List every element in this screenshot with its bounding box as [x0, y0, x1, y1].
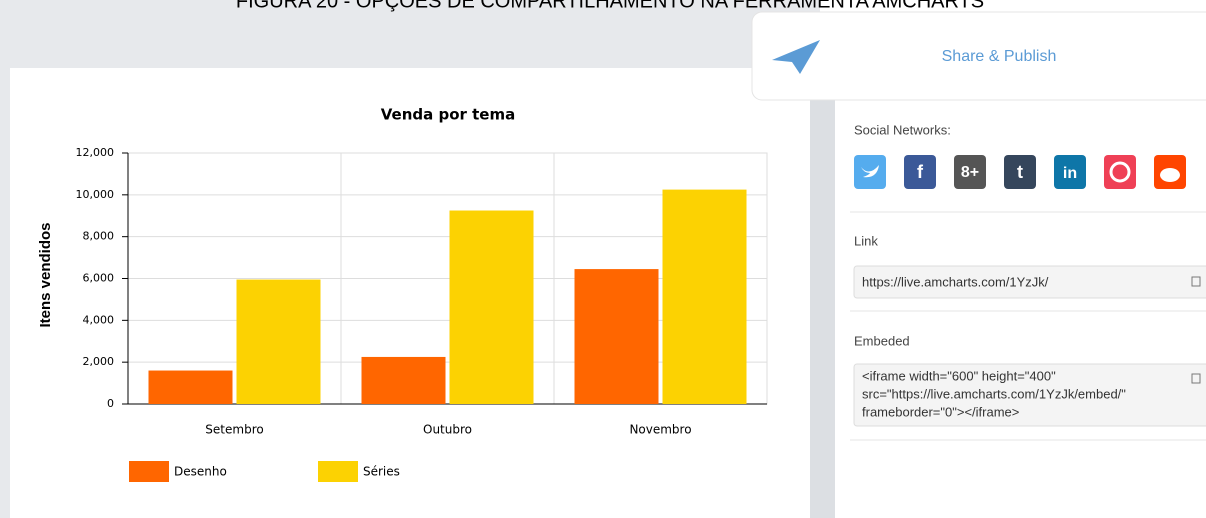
tumblr-glyph: t	[1017, 162, 1023, 182]
x-tick-label: Outubro	[423, 423, 472, 437]
twitter-icon	[861, 165, 879, 178]
bar	[148, 370, 233, 404]
y-tick-label: 0	[107, 397, 114, 410]
copy-icon[interactable]	[1191, 373, 1201, 384]
embed-label: Embeded	[854, 333, 910, 348]
embed-line: <iframe width="600" height="400"	[862, 368, 1056, 383]
social-label: Social Networks:	[854, 122, 951, 137]
bar	[574, 269, 659, 404]
legend-swatch	[129, 461, 169, 482]
embed-line: src="https://live.amcharts.com/1YzJk/emb…	[862, 386, 1126, 401]
plane-icon	[772, 40, 820, 74]
tumblr-button[interactable]	[1004, 155, 1036, 189]
y-tick-label: 4,000	[83, 313, 115, 326]
share-card	[751, 11, 1206, 101]
x-tick-label: Setembro	[205, 423, 263, 437]
link-label: Link	[854, 233, 878, 248]
caption: FIGURA 20 - OPÇÕES DE COMPARTILHAMENTO N…	[236, 0, 984, 12]
bar	[662, 189, 747, 404]
bar	[361, 356, 446, 404]
left-strip	[0, 68, 10, 518]
legend-label: Desenho	[174, 465, 227, 479]
link-input[interactable]	[853, 265, 1206, 299]
chart-title: Venda por tema	[381, 106, 515, 124]
pinterest-icon	[1109, 161, 1131, 183]
embed-textarea[interactable]	[853, 363, 1206, 427]
y-tick-label: 12,000	[76, 146, 115, 159]
reddit-icon	[1160, 168, 1180, 182]
y-axis-label: Itens vendidos	[37, 222, 54, 327]
legend-label: Séries	[363, 465, 400, 479]
bar	[449, 210, 534, 404]
link-text: https://live.amcharts.com/1YzJk/	[862, 274, 1049, 289]
pinterest-button[interactable]	[1104, 155, 1136, 189]
facebook-button[interactable]	[904, 155, 936, 189]
copy-icon[interactable]	[1191, 276, 1201, 287]
embed-line: frameborder="0"></iframe>	[862, 404, 1019, 419]
y-tick-label: 10,000	[76, 188, 115, 201]
googleplus-button[interactable]	[954, 155, 986, 189]
top-bar	[0, 0, 820, 68]
googleplus-glyph: 8+	[961, 164, 979, 181]
x-tick-label: Novembro	[629, 423, 691, 437]
y-tick-label: 2,000	[83, 355, 115, 368]
y-tick-label: 8,000	[83, 230, 115, 243]
linkedin-glyph: in	[1063, 165, 1077, 182]
share-title: Share & Publish	[942, 48, 1057, 65]
legend-swatch	[318, 461, 358, 482]
linkedin-button[interactable]	[1054, 155, 1086, 189]
facebook-glyph: f	[917, 162, 924, 182]
divider-strip	[810, 68, 835, 518]
bar	[236, 279, 321, 404]
y-tick-label: 6,000	[83, 272, 115, 285]
